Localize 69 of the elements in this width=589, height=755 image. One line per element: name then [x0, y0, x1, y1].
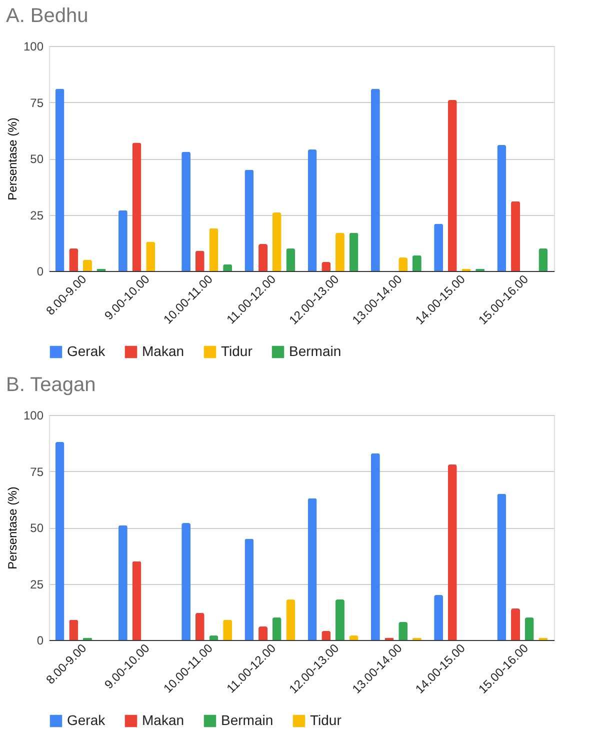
bar: [349, 232, 358, 271]
bar: [511, 201, 520, 271]
bar: [448, 464, 457, 640]
y-tick-label: 50: [30, 152, 44, 166]
legend-label: Tidur: [221, 343, 253, 359]
bar: [195, 613, 204, 640]
legend-label: Bermain: [289, 343, 342, 359]
bar: [118, 525, 128, 640]
bar: [524, 618, 534, 640]
legend-label: Makan: [142, 712, 184, 728]
legend-label: Gerak: [67, 343, 106, 359]
bar: [370, 453, 380, 640]
y-tick-label: 0: [36, 634, 44, 648]
bar: [55, 442, 64, 640]
bar: [69, 620, 78, 640]
bar: [195, 250, 204, 271]
legend-label: Gerak: [67, 712, 106, 728]
bar: [434, 224, 444, 271]
bar: [434, 595, 444, 640]
bar: [223, 620, 232, 640]
bar: [69, 248, 78, 271]
bar: [448, 100, 457, 271]
bar: [209, 228, 218, 271]
bar: [286, 248, 296, 271]
y-tick-label: 0: [36, 264, 44, 278]
legend-label: Tidur: [310, 712, 342, 728]
bar: [209, 636, 218, 640]
bar: [272, 212, 282, 271]
bar: [398, 258, 408, 271]
bar: [244, 170, 254, 271]
y-axis-title: Persentase (%): [5, 118, 20, 200]
bar: [272, 618, 282, 640]
bar: [132, 561, 142, 640]
legend-label: Makan: [142, 343, 184, 359]
y-tick-label: 75: [30, 96, 44, 110]
bar: [511, 608, 520, 640]
bar: [335, 232, 344, 271]
y-axis-title: Persentase (%): [5, 486, 20, 570]
bar: [398, 622, 408, 640]
y-tick-label: 75: [30, 464, 44, 479]
legend-label: Bermain: [221, 712, 274, 728]
bar: [322, 262, 331, 271]
bar: [82, 260, 92, 271]
y-tick-label: 25: [30, 208, 44, 222]
bar: [258, 244, 268, 271]
bar: [497, 145, 506, 271]
bar: [412, 255, 422, 271]
bar: [322, 631, 331, 640]
bar: [118, 210, 128, 271]
chart-title: A. Bedhu: [6, 5, 88, 27]
bar: [132, 142, 142, 271]
bar: [244, 538, 254, 640]
bar: [55, 88, 64, 271]
bar: [308, 498, 317, 640]
bar: [335, 600, 344, 640]
bar: [182, 152, 191, 271]
y-tick-label: 50: [30, 521, 44, 535]
y-tick-label: 100: [23, 40, 44, 54]
chart-title: B. Teagan: [6, 374, 96, 396]
bar: [497, 494, 506, 640]
bar: [258, 626, 268, 640]
bar: [308, 150, 317, 271]
bar: [146, 242, 156, 271]
y-tick-label: 25: [30, 577, 44, 592]
bar: [538, 248, 548, 271]
bar: [286, 600, 296, 640]
bar: [370, 88, 380, 271]
y-tick-label: 100: [23, 408, 44, 422]
bar: [182, 523, 191, 640]
